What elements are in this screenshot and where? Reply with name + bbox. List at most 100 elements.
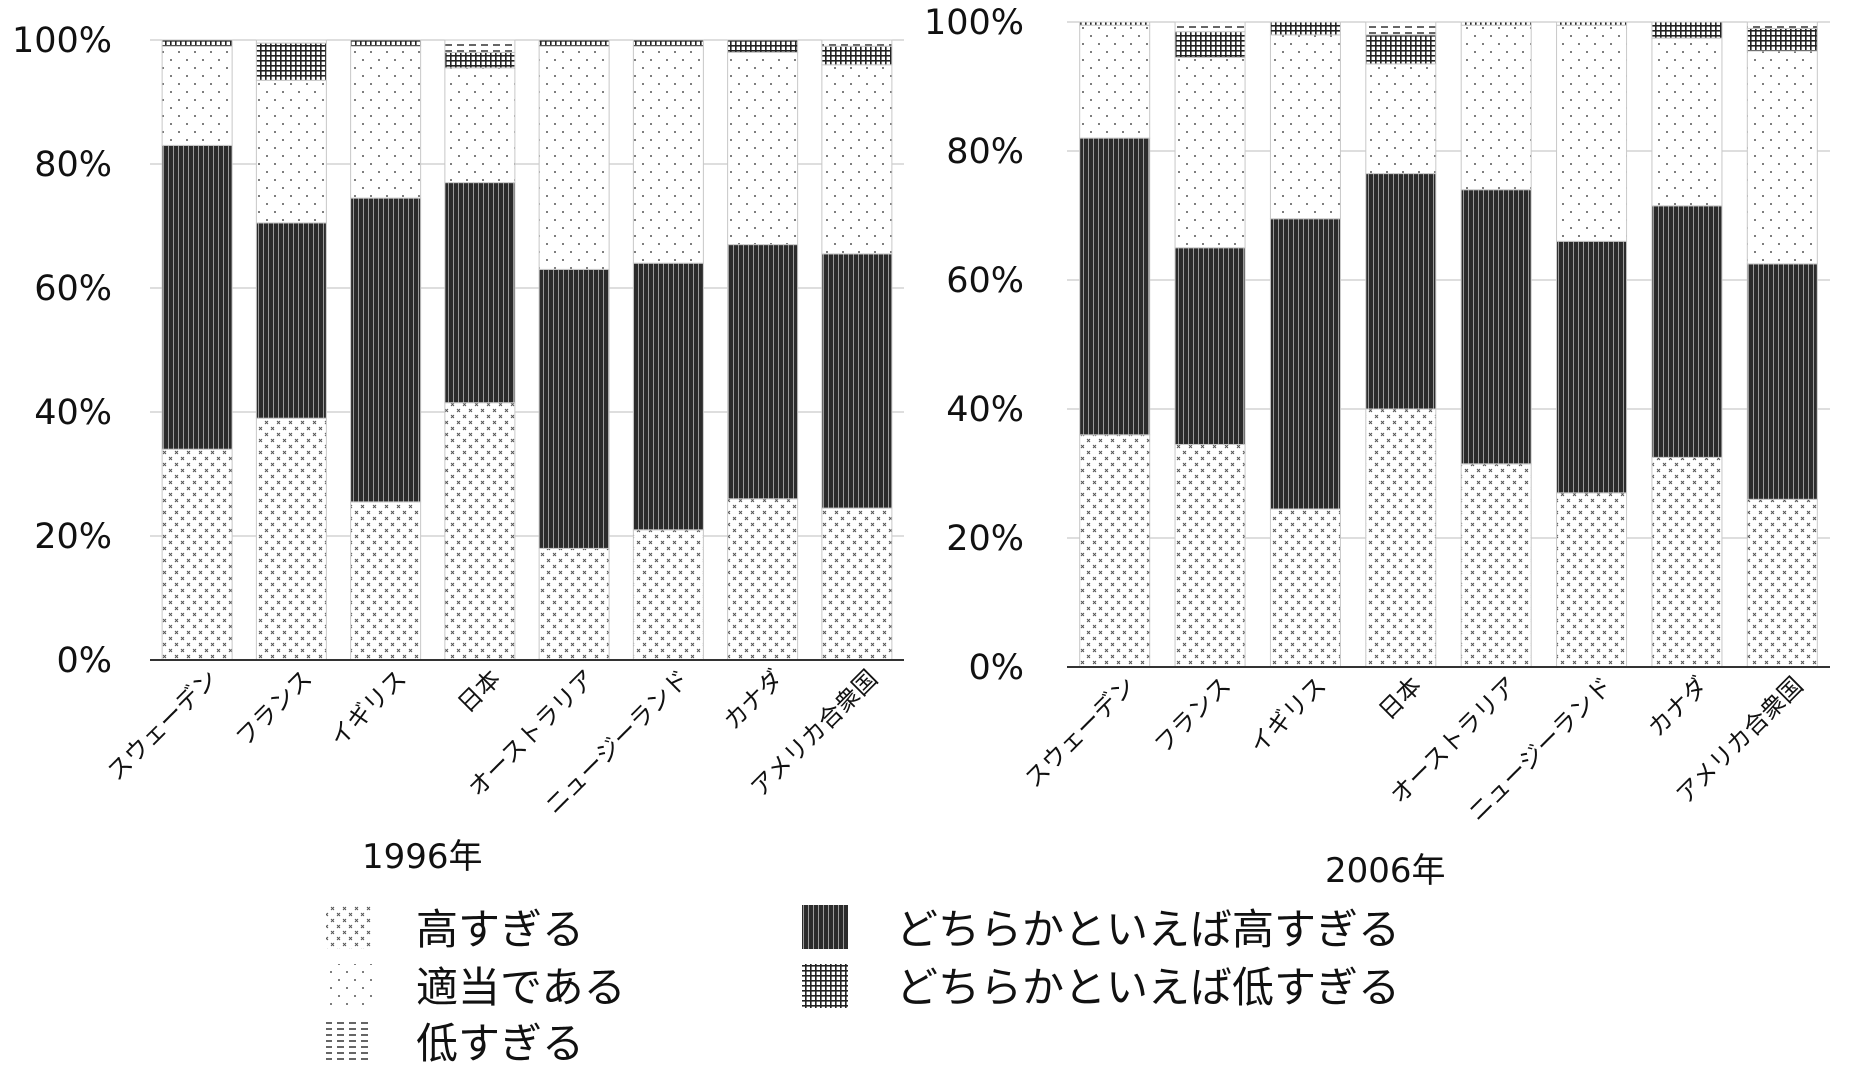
bar-segment xyxy=(633,263,703,530)
y-tick-label: 100% xyxy=(12,21,112,61)
bars xyxy=(162,40,892,660)
chart-title: 1996年 xyxy=(362,837,483,877)
bar-segment xyxy=(1652,22,1722,38)
bar-segment xyxy=(1080,435,1150,667)
bar-stack xyxy=(1366,22,1436,667)
bar-segment xyxy=(1461,190,1531,464)
bar-stack xyxy=(445,40,515,660)
bar-segment xyxy=(1270,219,1340,509)
bar-segment xyxy=(256,418,326,660)
bar-segment xyxy=(256,43,326,80)
bar-segment xyxy=(728,52,798,244)
bar-segment xyxy=(1366,409,1436,667)
bar-segment xyxy=(633,40,703,46)
bar-segment xyxy=(1461,25,1531,189)
y-tick-label: 80% xyxy=(946,132,1024,172)
bar-segment xyxy=(1080,22,1150,25)
legend-item-rather-high: どちらかといえば高すぎる xyxy=(802,905,1400,954)
legend-label: どちらかといえば高すぎる xyxy=(896,905,1400,954)
legend-swatch xyxy=(802,905,848,949)
bar-segment xyxy=(1080,138,1150,435)
bar-segment xyxy=(351,40,421,46)
bar-segment xyxy=(1652,38,1722,206)
legend-item-appropriate: 適当である xyxy=(326,963,626,1012)
bar-segment xyxy=(822,254,892,508)
bar-segment xyxy=(351,502,421,660)
legend-item-rather-low: どちらかといえば低すぎる xyxy=(802,963,1400,1012)
bar-segment xyxy=(822,65,892,254)
bar-segment xyxy=(728,499,798,660)
legend-label: 低すぎる xyxy=(416,1019,584,1068)
bar-segment xyxy=(445,52,515,68)
legend-swatch xyxy=(326,964,372,1008)
bar-segment xyxy=(1175,32,1245,58)
bar-segment xyxy=(1461,464,1531,667)
category-label: スウェーデン xyxy=(102,664,224,786)
bar-segment xyxy=(1461,22,1531,25)
bar-segment xyxy=(1652,206,1722,458)
y-tick-label: 80% xyxy=(34,145,112,185)
y-tick-label: 60% xyxy=(946,261,1024,301)
bar-segment xyxy=(1747,51,1817,264)
bar-segment xyxy=(539,40,609,46)
bar-segment xyxy=(162,46,232,145)
y-tick-label: 20% xyxy=(34,517,112,557)
bar-segment xyxy=(162,40,232,46)
bar-segment xyxy=(1557,241,1627,493)
y-tick-label: 40% xyxy=(946,390,1024,430)
bar-segment xyxy=(351,198,421,502)
bar-segment xyxy=(1366,174,1436,409)
bar-stack xyxy=(822,40,892,660)
bar-segment xyxy=(256,40,326,43)
bar-segment xyxy=(1175,57,1245,247)
bar-segment xyxy=(539,548,609,660)
bar-segment xyxy=(1175,248,1245,445)
legend-swatch xyxy=(802,964,848,1008)
chart-title: 2006年 xyxy=(1325,851,1446,891)
category-label: 日本 xyxy=(1373,671,1427,725)
y-tick-label: 40% xyxy=(34,393,112,433)
bar-segment xyxy=(1557,493,1627,667)
bar-stack xyxy=(1557,22,1627,667)
bar-segment xyxy=(539,46,609,269)
bar-segment xyxy=(162,449,232,660)
bar-segment xyxy=(1366,22,1436,35)
bar-segment xyxy=(445,183,515,403)
category-label: 日本 xyxy=(452,664,506,718)
bar-segment xyxy=(1366,35,1436,64)
legend-swatch xyxy=(326,1020,372,1064)
bar-segment xyxy=(1747,28,1817,51)
bar-segment xyxy=(1080,25,1150,138)
bar-segment xyxy=(445,40,515,52)
bar-stack xyxy=(728,40,798,660)
bar-segment xyxy=(633,530,703,660)
legend-label: どちらかといえば低すぎる xyxy=(896,963,1400,1012)
bar-segment xyxy=(822,40,892,46)
bar-segment xyxy=(1175,444,1245,667)
bar-stack xyxy=(1747,22,1817,667)
bar-stack xyxy=(1461,22,1531,667)
bar-segment xyxy=(445,403,515,660)
bar-segment xyxy=(728,245,798,499)
legend-label: 適当である xyxy=(416,963,626,1012)
y-tick-label: 20% xyxy=(946,519,1024,559)
bar-segment xyxy=(822,508,892,660)
bar-segment xyxy=(633,46,703,263)
bar-stack xyxy=(539,40,609,660)
bar-segment xyxy=(1557,22,1627,25)
bar-stack xyxy=(256,40,326,660)
y-tick-label: 60% xyxy=(34,269,112,309)
bar-segment xyxy=(445,68,515,183)
y-tick-label: 0% xyxy=(968,648,1024,688)
category-label: フランス xyxy=(230,664,317,751)
legend-swatch xyxy=(326,905,372,949)
chart-2006: 0% 20% 40% 60% 80% 100% スウェーデン フランス イギリス 日本オーストラ… xyxy=(924,3,1830,891)
bar-segment xyxy=(256,80,326,223)
category-label: カナダ xyxy=(1642,671,1713,742)
category-label: フランス xyxy=(1149,671,1236,758)
bar-stack xyxy=(162,40,232,660)
bar-stack xyxy=(1080,22,1150,667)
